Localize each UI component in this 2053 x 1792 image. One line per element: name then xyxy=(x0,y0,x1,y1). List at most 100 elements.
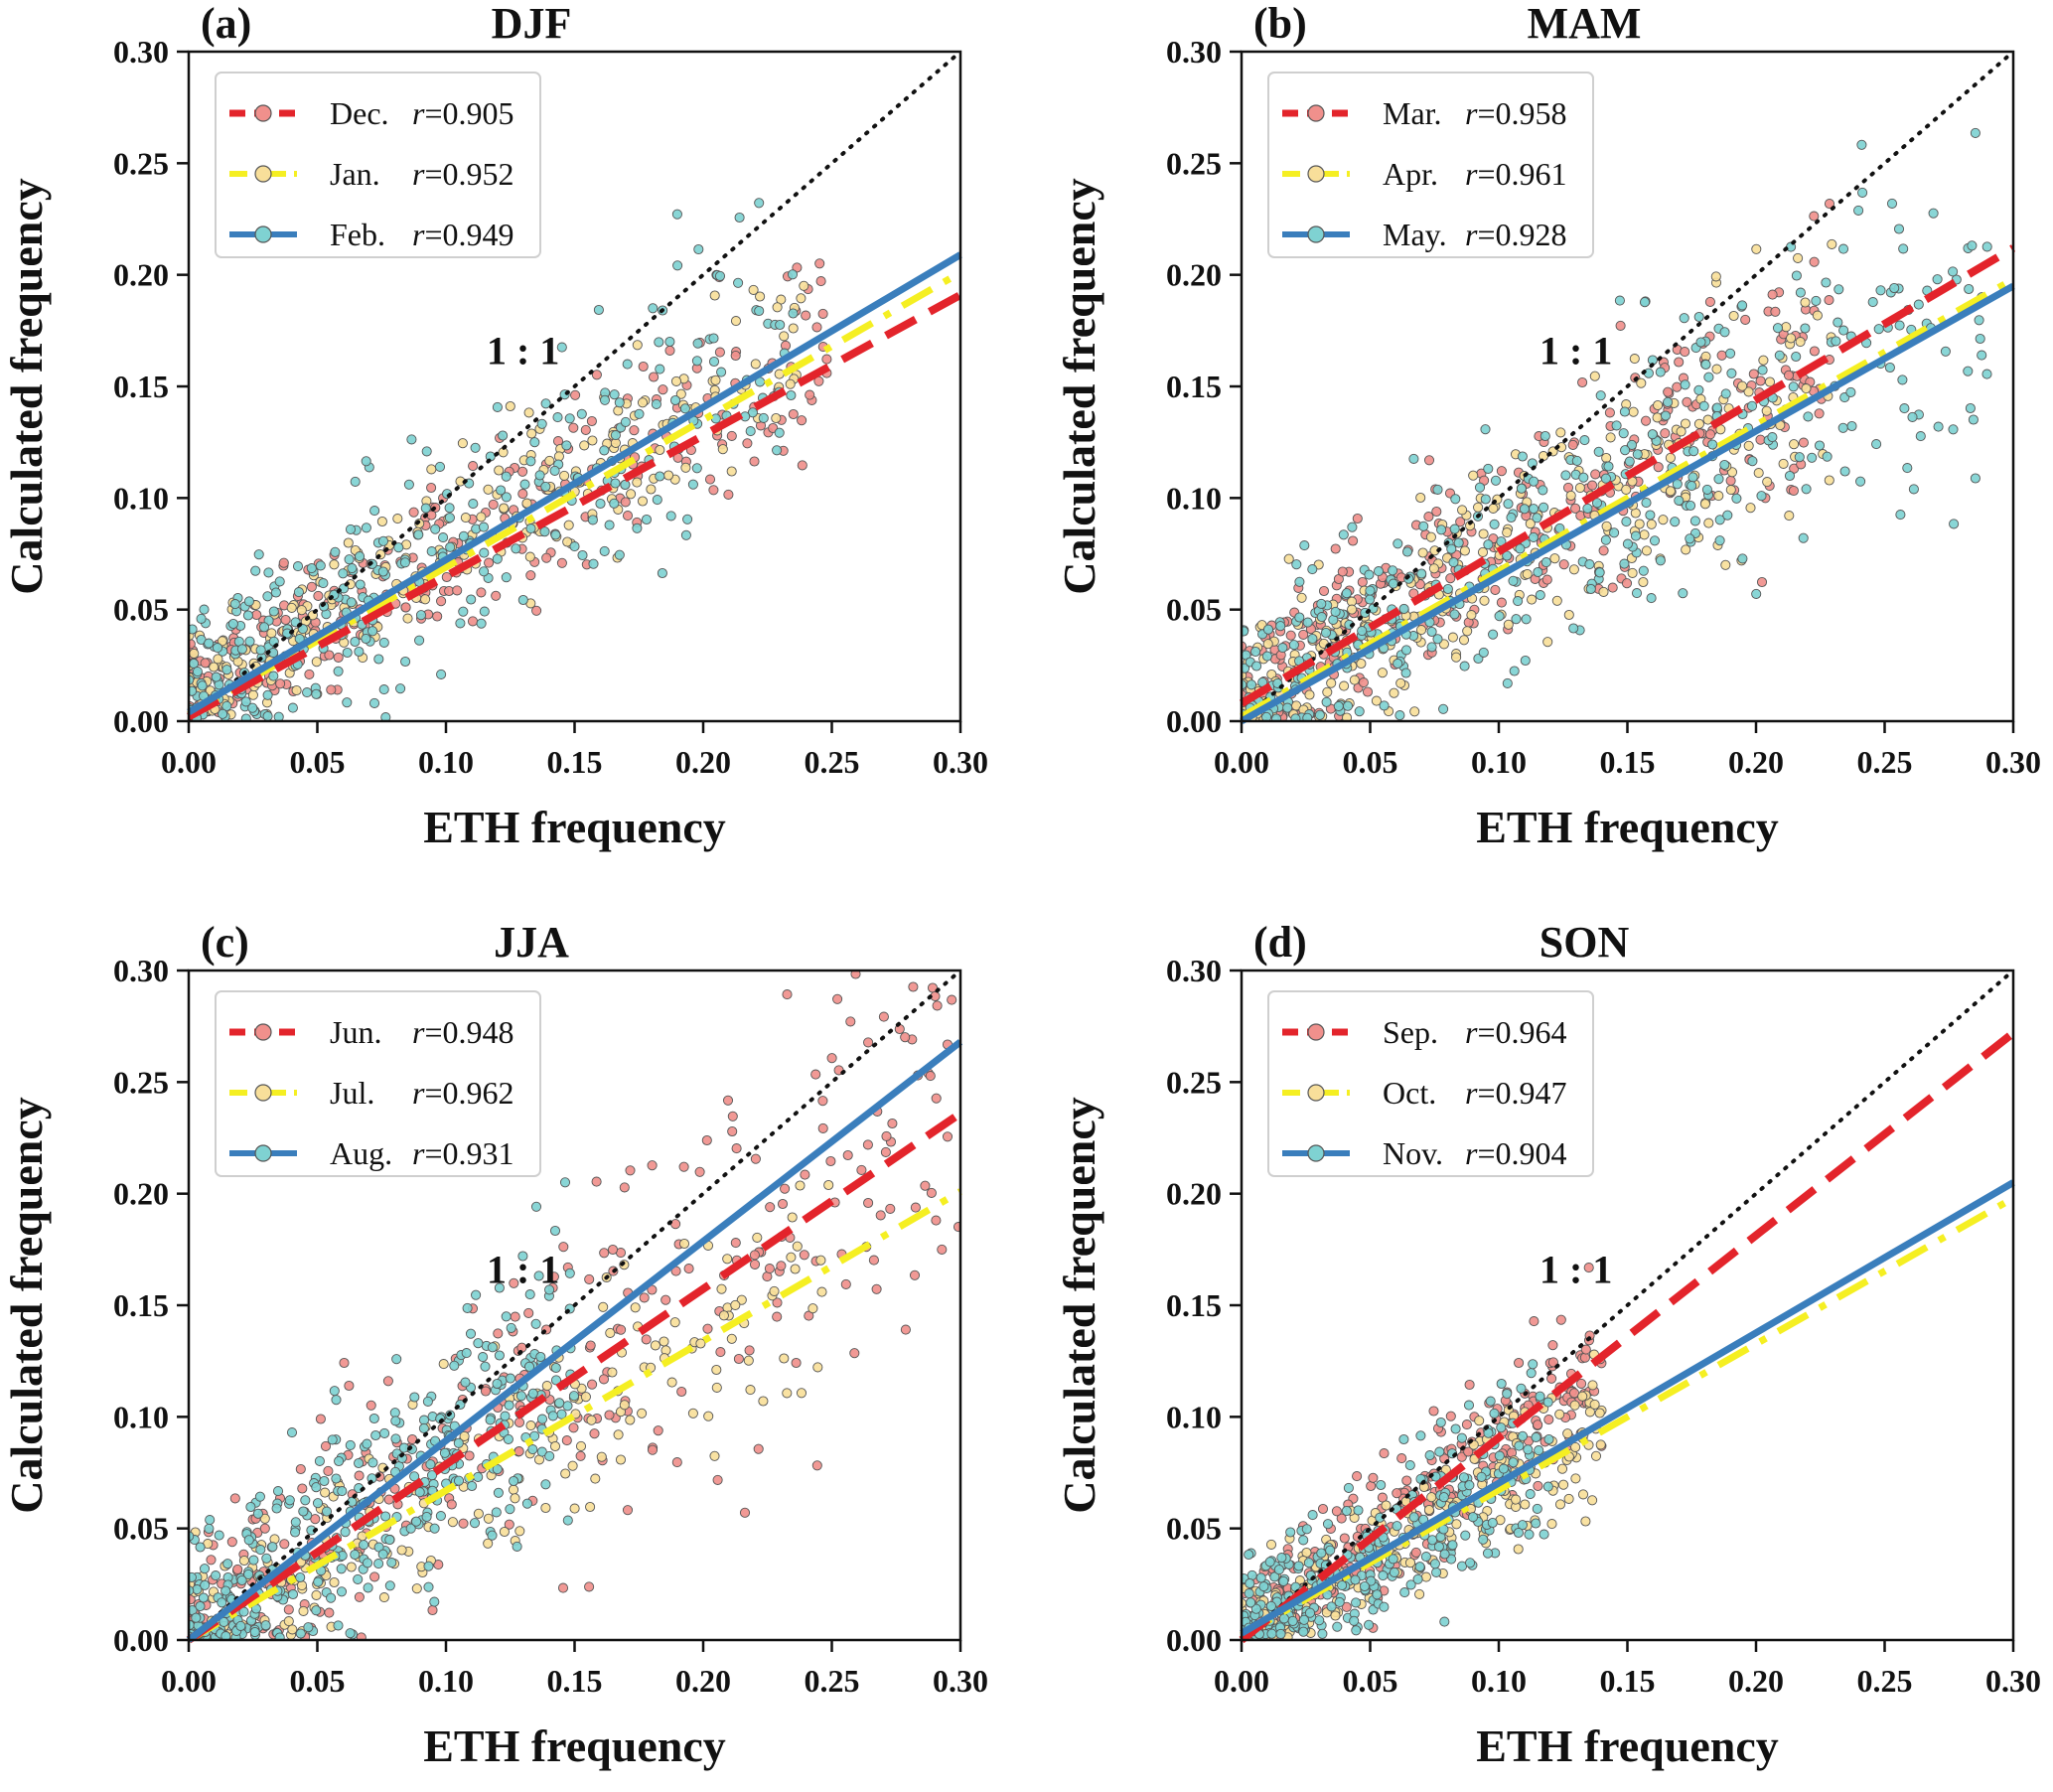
scatter-point-yellow xyxy=(1676,426,1686,437)
scatter-point-blue xyxy=(1298,1614,1310,1625)
y-tick-label: 0.20 xyxy=(1166,257,1222,293)
scatter-point-blue xyxy=(1949,519,1960,529)
scatter-point-yellow xyxy=(505,400,515,412)
scatter-point-blue xyxy=(654,337,664,348)
y-tick-label: 0.05 xyxy=(1166,1511,1222,1547)
y-tick-label: 0.25 xyxy=(1166,1064,1222,1100)
scatter-point-blue xyxy=(1465,1558,1476,1568)
scatter-point-blue xyxy=(530,1318,541,1329)
scatter-point-red xyxy=(1464,1379,1475,1391)
scatter-point-blue xyxy=(492,1378,503,1390)
scatter-point-blue xyxy=(1489,1408,1500,1419)
scatter-point-red xyxy=(1348,535,1359,546)
scatter-point-blue xyxy=(430,523,441,534)
scatter-point-yellow xyxy=(1725,485,1736,496)
scatter-point-blue xyxy=(1585,583,1596,595)
scatter-point-red xyxy=(1496,466,1507,477)
scatter-point-yellow xyxy=(687,1408,698,1419)
scatter-point-blue xyxy=(1458,1472,1469,1483)
scatter-point-blue xyxy=(300,1495,311,1506)
scatter-point-blue xyxy=(609,389,620,400)
scatter-point-blue xyxy=(338,568,349,579)
scatter-point-blue xyxy=(1365,594,1376,605)
scatter-point-blue xyxy=(1517,1520,1528,1531)
scatter-point-blue xyxy=(501,572,512,583)
scatter-point-red xyxy=(772,1297,783,1308)
scatter-point-red xyxy=(1396,1453,1407,1464)
scatter-point-blue xyxy=(530,1201,542,1212)
scatter-point-red xyxy=(885,1203,896,1214)
scatter-point-blue xyxy=(1899,403,1910,414)
legend-month: Apr. xyxy=(1383,156,1438,192)
scatter-point-yellow xyxy=(669,1317,680,1328)
scatter-point-yellow xyxy=(1451,1519,1462,1530)
scatter-point-blue xyxy=(295,1571,306,1583)
scatter-point-blue xyxy=(1794,452,1805,463)
scatter-point-yellow xyxy=(730,1299,741,1310)
scatter-point-blue xyxy=(355,551,366,562)
scatter-point-blue xyxy=(478,1352,489,1363)
legend-r: r=0.931 xyxy=(412,1135,514,1171)
scatter-point-red xyxy=(1445,1411,1456,1421)
legend-marker xyxy=(254,165,272,183)
scatter-points xyxy=(189,971,960,1640)
scatter-point-red xyxy=(878,1011,889,1022)
scatter-point-yellow xyxy=(722,1254,733,1265)
scatter-point-blue xyxy=(1376,1479,1387,1491)
scatter-point-yellow xyxy=(287,1624,298,1635)
scatter-point-yellow xyxy=(514,1526,525,1537)
legend-marker xyxy=(1307,165,1325,183)
scatter-point-blue xyxy=(1714,515,1725,525)
scatter-point-blue xyxy=(1353,1505,1364,1516)
scatter-point-blue xyxy=(494,1350,505,1361)
scatter-point-blue xyxy=(1680,379,1690,390)
scatter-point-blue xyxy=(469,1518,481,1529)
scatter-point-red xyxy=(619,1182,630,1193)
scatter-point-blue xyxy=(1408,453,1419,464)
scatter-point-red xyxy=(304,669,315,679)
scatter-point-blue xyxy=(1981,241,1992,252)
scatter-point-blue xyxy=(1831,336,1841,347)
scatter-point-blue xyxy=(1271,713,1282,721)
scatter-point-red xyxy=(772,1311,783,1322)
scatter-point-yellow xyxy=(1458,635,1470,646)
scatter-point-blue xyxy=(1538,485,1548,496)
scatter-point-yellow xyxy=(438,1359,449,1370)
scatter-point-red xyxy=(881,1130,892,1141)
scatter-point-yellow xyxy=(1551,595,1562,606)
scatter-point-blue xyxy=(329,1386,340,1397)
scatter-point-yellow xyxy=(772,302,783,313)
scatter-point-yellow xyxy=(1347,604,1358,615)
scatter-point-blue xyxy=(218,708,228,719)
y-tick-label: 0.25 xyxy=(113,1064,169,1100)
scatter-point-blue xyxy=(1245,1577,1255,1589)
scatter-point-red xyxy=(1570,503,1581,514)
scatter-point-blue xyxy=(1822,451,1833,462)
scatter-point-yellow xyxy=(525,1420,536,1431)
one-to-one-label: 1 : 1 xyxy=(1540,1248,1612,1292)
scatter-point-red xyxy=(731,1143,742,1154)
scatter-point-red xyxy=(226,1537,237,1548)
scatter-point-yellow xyxy=(1800,297,1811,308)
scatter-point-yellow xyxy=(792,1241,803,1252)
scatter-point-red xyxy=(744,1345,755,1356)
scatter-point-red xyxy=(1576,1378,1587,1389)
legend-r: r=0.905 xyxy=(412,95,514,131)
scatter-point-red xyxy=(467,616,479,627)
one-to-one-line xyxy=(1242,52,2013,721)
scatter-point-blue xyxy=(692,338,703,349)
scatter-point-blue xyxy=(1482,1548,1494,1559)
scatter-point-blue xyxy=(192,667,203,677)
scatter-point-red xyxy=(782,989,793,1000)
scatter-point-blue xyxy=(1503,499,1514,510)
scatter-point-blue xyxy=(414,635,425,646)
scatter-point-blue xyxy=(220,1631,231,1640)
scatter-point-yellow xyxy=(483,484,494,495)
scatter-point-blue xyxy=(242,610,253,621)
scatter-point-blue xyxy=(290,1517,301,1528)
scatter-point-blue xyxy=(492,553,503,564)
scatter-point-red xyxy=(1547,1340,1558,1351)
scatter-point-blue xyxy=(373,1559,384,1569)
scatter-point-red xyxy=(1725,475,1736,486)
scatter-point-blue xyxy=(311,1605,322,1616)
